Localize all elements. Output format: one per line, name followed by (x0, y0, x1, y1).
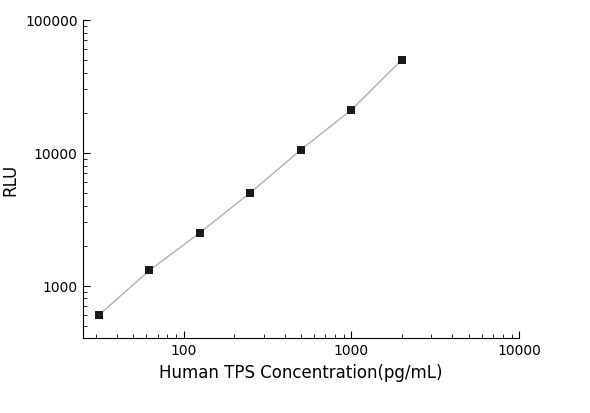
Point (94, 312, 104, 318)
X-axis label: Human TPS Concentration(pg/mL): Human TPS Concentration(pg/mL) (159, 363, 442, 381)
Point (145, 268, 154, 274)
Point (296, 147, 306, 154)
Point (245, 190, 255, 197)
Y-axis label: RLU: RLU (2, 164, 19, 196)
Point (347, 107, 356, 114)
Point (397, 57, 407, 64)
Point (195, 230, 205, 236)
